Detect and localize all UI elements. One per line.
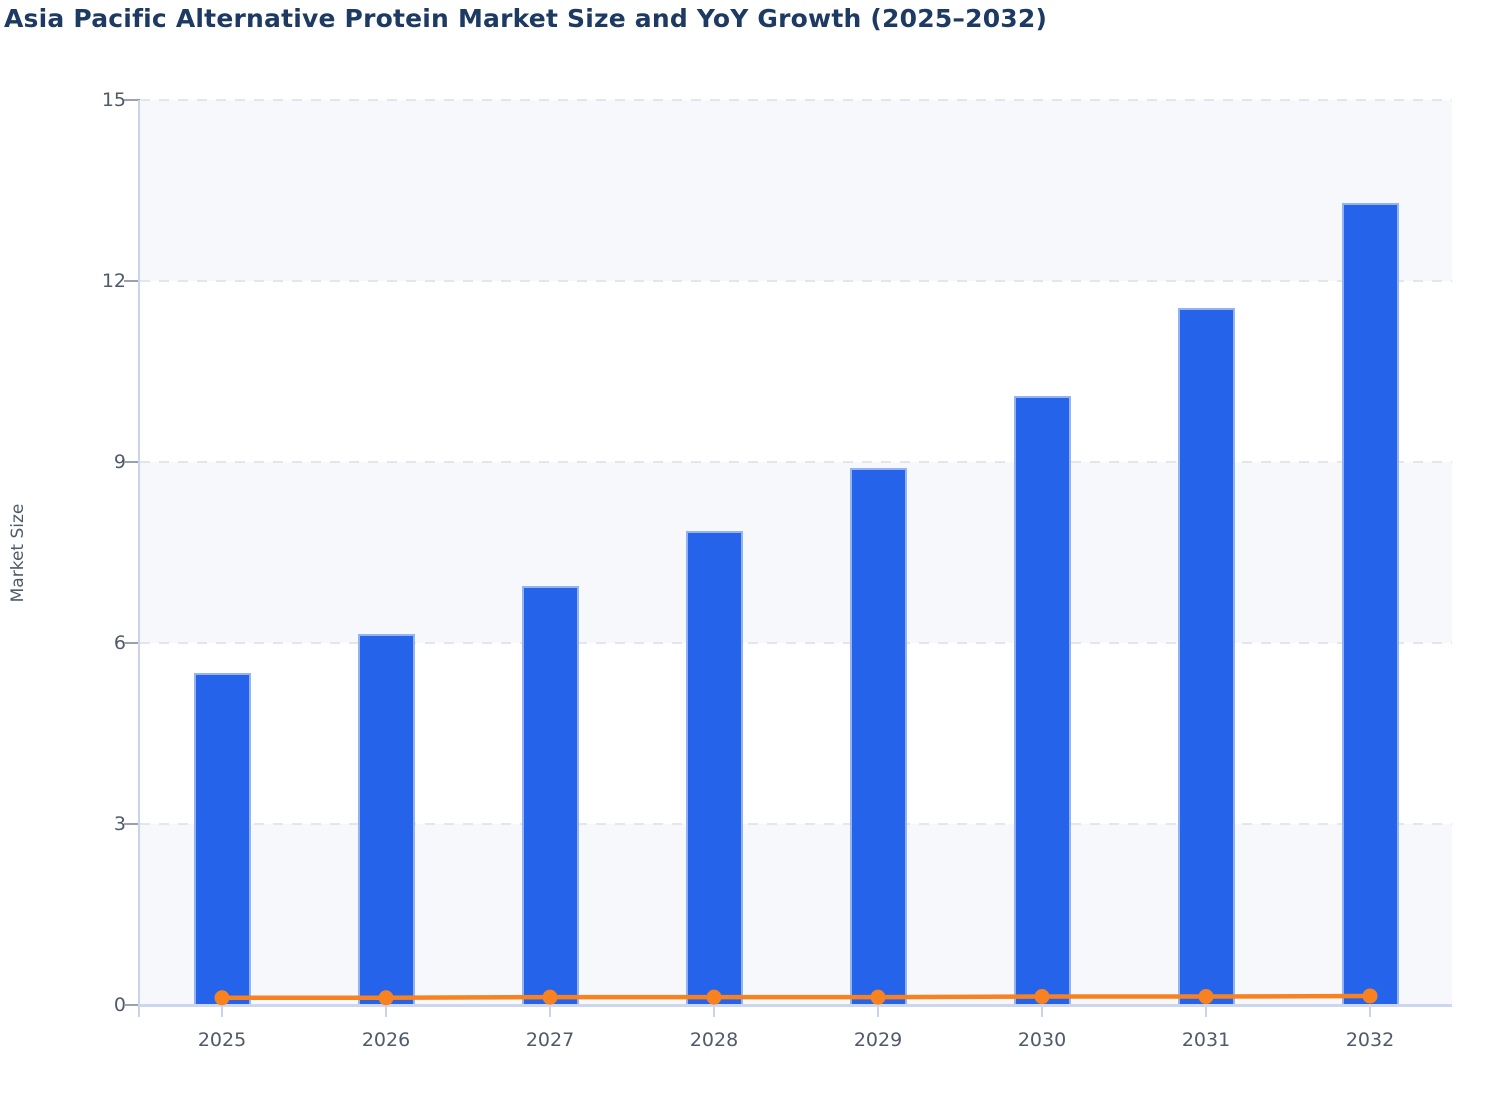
yoy-marker-2027: [542, 989, 558, 1005]
xtick-2031: 2031: [1181, 1029, 1231, 1051]
bar-2031: [1177, 308, 1235, 1005]
gridline-15: [140, 99, 1452, 101]
yoy-marker-2031: [1198, 989, 1214, 1005]
gridline-6: [140, 642, 1452, 644]
plot-band-12-15: [140, 100, 1452, 281]
xtick-2027: 2027: [525, 1029, 575, 1051]
gridline-9: [140, 461, 1452, 463]
xtick-mark-2025: [221, 1007, 223, 1017]
ytick-mark-12: [124, 280, 140, 282]
gridline-3: [140, 823, 1452, 825]
xtick-mark-2026: [385, 1007, 387, 1017]
ytick-mark-0: [124, 1004, 140, 1006]
y-axis-title: Market Size: [8, 503, 28, 603]
xtick-2032: 2032: [1345, 1029, 1395, 1051]
ytick-mark-3: [124, 823, 140, 825]
yoy-growth-line: [222, 993, 1371, 1001]
bar-2030: [1013, 395, 1071, 1005]
yoy-marker-2030: [1034, 989, 1050, 1005]
ytick-0: 0: [113, 994, 126, 1016]
xtick-mark-2028: [713, 1007, 715, 1017]
xtick-2026: 2026: [361, 1029, 411, 1051]
bar-2025: [193, 673, 251, 1005]
xtick-2030: 2030: [1017, 1029, 1067, 1051]
ytick-3: 3: [113, 813, 126, 835]
yoy-marker-2025: [214, 990, 230, 1006]
bar-2028: [685, 531, 743, 1005]
ytick-12: 12: [101, 270, 126, 292]
ytick-mark-9: [124, 461, 140, 463]
bar-2032: [1341, 202, 1399, 1005]
chart-title: Asia Pacific Alternative Protein Market …: [4, 4, 1048, 33]
ytick-mark-6: [124, 642, 140, 644]
y-axis-line: [138, 100, 140, 1017]
bar-2027: [521, 585, 579, 1005]
ytick-mark-15: [124, 99, 140, 101]
bar-2026: [357, 633, 415, 1005]
ytick-15: 15: [101, 89, 126, 111]
xtick-2028: 2028: [689, 1029, 739, 1051]
ytick-9: 9: [113, 451, 126, 473]
xtick-mark-2027: [549, 1007, 551, 1017]
xtick-2029: 2029: [853, 1029, 903, 1051]
yoy-marker-2032: [1362, 988, 1378, 1004]
plot-area: [140, 99, 1452, 1006]
xtick-mark-2029: [877, 1007, 879, 1017]
xtick-mark-2031: [1205, 1007, 1207, 1017]
yoy-marker-2028: [706, 989, 722, 1005]
xtick-mark-2032: [1369, 1007, 1371, 1017]
xtick-2025: 2025: [197, 1029, 247, 1051]
bar-2029: [849, 468, 907, 1005]
x-axis-line: [140, 1004, 1452, 1007]
gridline-12: [140, 280, 1452, 282]
ytick-6: 6: [113, 632, 126, 654]
yoy-marker-2026: [378, 990, 394, 1006]
yoy-growth-line-layer: [214, 988, 1378, 1006]
xtick-mark-2030: [1041, 1007, 1043, 1017]
yoy-marker-2029: [870, 989, 886, 1005]
